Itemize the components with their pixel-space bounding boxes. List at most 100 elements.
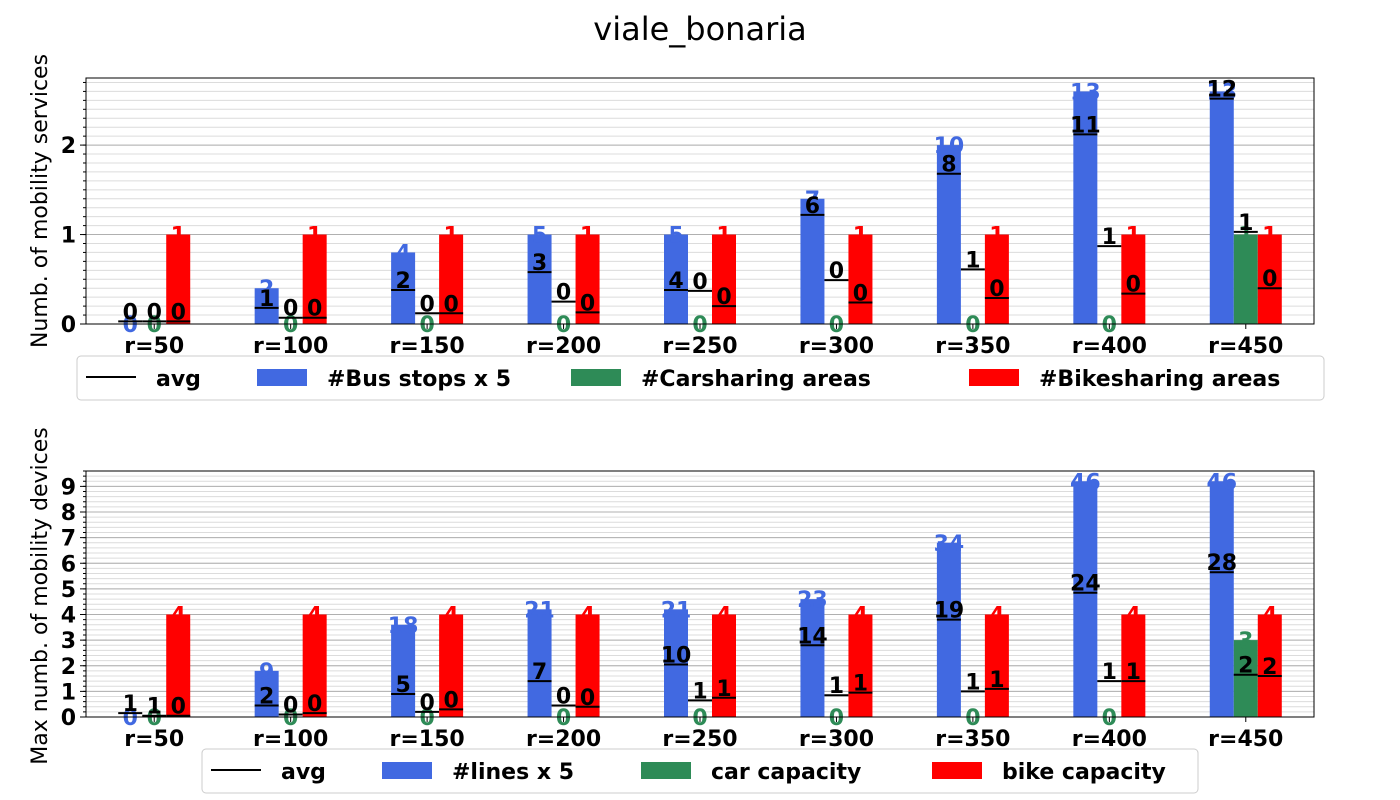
avg-label: 14 bbox=[797, 624, 828, 649]
avg-label: 0 bbox=[829, 259, 844, 284]
avg-label: 1 bbox=[716, 677, 731, 702]
bar bbox=[1233, 234, 1258, 324]
bar bbox=[527, 234, 552, 324]
y-tick-label: 8 bbox=[61, 501, 76, 526]
bar bbox=[391, 624, 416, 717]
avg-label: 0 bbox=[1262, 267, 1277, 292]
y-tick-label: 5 bbox=[61, 578, 76, 603]
avg-label: 0 bbox=[171, 695, 186, 720]
avg-label: 3 bbox=[532, 251, 547, 276]
avg-label: 2 bbox=[1262, 655, 1277, 680]
data-label: 4 bbox=[716, 604, 731, 629]
avg-label: 1 bbox=[829, 674, 844, 699]
legend-series-label: #Bus stops x 5 bbox=[327, 367, 511, 392]
avg-label: 8 bbox=[941, 153, 956, 178]
page-title: viale_bonaria bbox=[593, 10, 807, 48]
data-label: 4 bbox=[443, 604, 458, 629]
chart-2: 0123456789019218521721102314341946244628… bbox=[28, 427, 1315, 794]
y-tick-label: 0 bbox=[61, 313, 76, 338]
data-label: 5 bbox=[532, 224, 547, 249]
bar bbox=[1073, 91, 1098, 324]
avg-label: 24 bbox=[1070, 572, 1101, 597]
data-label: 1 bbox=[1262, 224, 1277, 249]
bar bbox=[936, 542, 961, 717]
x-tick-label: r=150 bbox=[390, 727, 465, 752]
avg-label: 0 bbox=[1126, 273, 1141, 298]
x-tick-label: r=300 bbox=[799, 727, 874, 752]
x-tick-label: r=350 bbox=[935, 334, 1010, 359]
bar bbox=[439, 234, 464, 324]
data-label: 4 bbox=[580, 604, 595, 629]
y-tick-label: 6 bbox=[61, 552, 76, 577]
data-label: 1 bbox=[307, 224, 322, 249]
bar bbox=[527, 609, 552, 717]
data-label: 1 bbox=[989, 224, 1004, 249]
data-label: 9 bbox=[259, 660, 274, 685]
avg-label: 2 bbox=[395, 269, 410, 294]
chart-1: 0120021425354761081311131200000000000001… bbox=[28, 54, 1325, 401]
data-label: 4 bbox=[171, 604, 186, 629]
x-tick-label: r=50 bbox=[124, 727, 184, 752]
x-tick-label: r=150 bbox=[390, 334, 465, 359]
avg-label: 7 bbox=[532, 660, 547, 685]
bar bbox=[1073, 481, 1098, 717]
data-label: 18 bbox=[388, 614, 419, 639]
avg-label: 0 bbox=[716, 285, 731, 310]
legend-swatch bbox=[571, 369, 621, 386]
x-tick-label: r=100 bbox=[253, 727, 328, 752]
bar bbox=[800, 198, 825, 324]
data-label: 4 bbox=[307, 604, 322, 629]
data-label: 4 bbox=[395, 241, 410, 266]
avg-label: 0 bbox=[443, 688, 458, 713]
x-tick-label: r=100 bbox=[253, 334, 328, 359]
avg-label: 1 bbox=[989, 668, 1004, 693]
avg-label: 28 bbox=[1206, 551, 1237, 576]
data-label: 1 bbox=[580, 224, 595, 249]
avg-label: 1 bbox=[147, 695, 162, 720]
y-tick-label: 2 bbox=[61, 655, 76, 680]
x-tick-label: r=200 bbox=[526, 727, 601, 752]
bar bbox=[712, 234, 736, 324]
y-tick-label: 3 bbox=[61, 629, 76, 654]
bar bbox=[984, 614, 1009, 717]
data-label: 1 bbox=[716, 224, 731, 249]
bar bbox=[664, 234, 688, 324]
bar bbox=[1121, 614, 1146, 717]
bar bbox=[439, 614, 464, 717]
avg-label: 1 bbox=[692, 679, 707, 704]
avg-label: 1 bbox=[965, 248, 980, 273]
y-tick-label: 7 bbox=[61, 527, 76, 552]
avg-label: 19 bbox=[934, 599, 965, 624]
legend-swatch bbox=[257, 369, 307, 386]
x-tick-label: r=400 bbox=[1072, 727, 1147, 752]
data-label: 13 bbox=[1206, 80, 1237, 105]
data-label: 1 bbox=[1238, 224, 1253, 249]
bar bbox=[1257, 614, 1282, 717]
data-label: 4 bbox=[989, 604, 1004, 629]
avg-label: 0 bbox=[283, 297, 298, 322]
avg-label: 1 bbox=[1126, 660, 1141, 685]
y-axis-label: Max numb. of mobility devices bbox=[28, 427, 53, 765]
data-label: 34 bbox=[934, 532, 965, 557]
legend-box bbox=[76, 355, 1325, 401]
x-tick-label: r=400 bbox=[1072, 334, 1147, 359]
data-label: 13 bbox=[1070, 80, 1101, 105]
avg-label: 2 bbox=[1238, 654, 1253, 679]
avg-label: 2 bbox=[259, 684, 274, 709]
bar bbox=[1233, 640, 1258, 717]
avg-label: 5 bbox=[395, 673, 410, 698]
data-label: 21 bbox=[661, 598, 692, 623]
y-axis-label: Numb. of mobility services bbox=[28, 54, 53, 348]
y-tick-label: 4 bbox=[61, 604, 76, 629]
data-label: 4 bbox=[1126, 604, 1141, 629]
avg-label: 1 bbox=[853, 672, 868, 697]
avg-label: 1 bbox=[123, 692, 138, 717]
avg-label: 0 bbox=[853, 282, 868, 307]
bar bbox=[1209, 91, 1234, 324]
bar bbox=[848, 614, 873, 717]
legend-swatch bbox=[932, 762, 982, 779]
avg-label: 1 bbox=[965, 670, 980, 695]
avg-label: 0 bbox=[556, 281, 571, 306]
avg-label: 1 bbox=[1102, 660, 1117, 685]
y-tick-label: 1 bbox=[61, 224, 76, 249]
